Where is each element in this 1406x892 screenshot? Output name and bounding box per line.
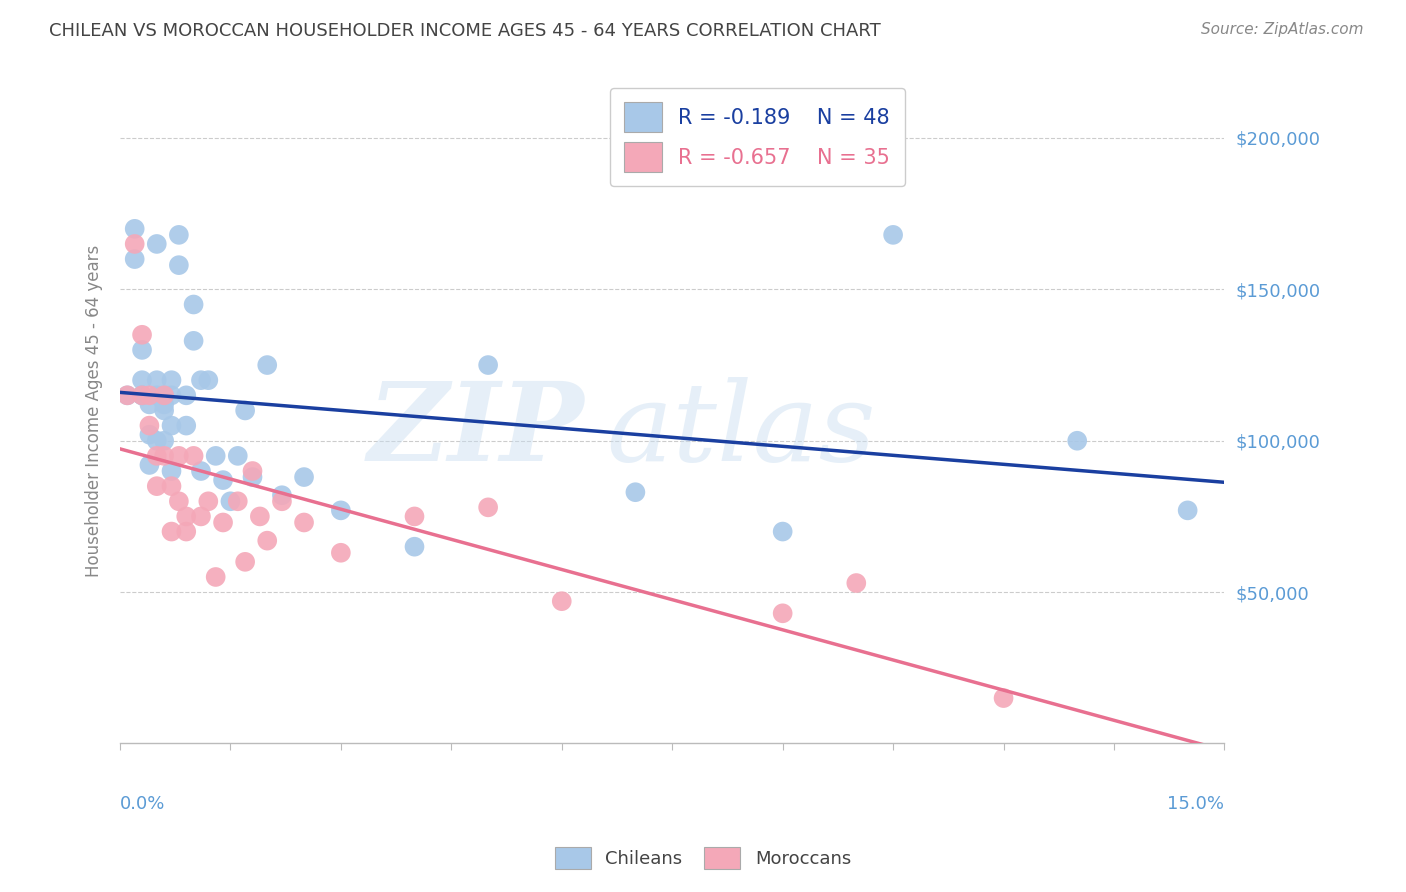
Point <box>233 555 256 569</box>
Point <box>271 488 294 502</box>
Text: 15.0%: 15.0% <box>1167 795 1225 813</box>
Point <box>174 418 197 433</box>
Point <box>138 388 160 402</box>
Point <box>124 222 146 236</box>
Point <box>153 388 176 402</box>
Point <box>249 509 271 524</box>
Point <box>174 388 197 402</box>
Legend: R = -0.189    N = 48, R = -0.657    N = 35: R = -0.189 N = 48, R = -0.657 N = 35 <box>610 87 905 186</box>
Text: 0.0%: 0.0% <box>120 795 166 813</box>
Point <box>772 524 794 539</box>
Point <box>242 470 264 484</box>
Point <box>167 494 190 508</box>
Point <box>131 343 153 357</box>
Legend: Chileans, Moroccans: Chileans, Moroccans <box>546 838 860 879</box>
Point <box>174 524 197 539</box>
Point <box>197 494 219 508</box>
Point <box>131 373 153 387</box>
Point <box>153 434 176 448</box>
Point <box>404 509 426 524</box>
Point <box>174 509 197 524</box>
Point <box>271 494 294 508</box>
Point <box>138 458 160 472</box>
Point <box>183 297 205 311</box>
Point <box>160 464 183 478</box>
Point <box>131 327 153 342</box>
Point <box>160 418 183 433</box>
Point <box>153 397 176 411</box>
Point <box>146 434 169 448</box>
Point <box>212 516 235 530</box>
Point <box>219 494 242 508</box>
Point <box>233 403 256 417</box>
Point <box>993 691 1015 706</box>
Text: atlas: atlas <box>606 376 876 484</box>
Point <box>146 449 169 463</box>
Point <box>146 373 169 387</box>
Point <box>242 464 264 478</box>
Point <box>124 252 146 266</box>
Point <box>329 546 352 560</box>
Point <box>845 576 868 591</box>
Point <box>190 509 212 524</box>
Point <box>256 533 278 548</box>
Point <box>204 449 226 463</box>
Point <box>167 258 190 272</box>
Point <box>226 494 249 508</box>
Y-axis label: Householder Income Ages 45 - 64 years: Householder Income Ages 45 - 64 years <box>86 244 103 576</box>
Point <box>183 449 205 463</box>
Point <box>160 373 183 387</box>
Point <box>256 358 278 372</box>
Point <box>131 388 153 402</box>
Point <box>138 397 160 411</box>
Point <box>292 516 315 530</box>
Point <box>146 479 169 493</box>
Point <box>183 334 205 348</box>
Point <box>117 388 139 402</box>
Point <box>404 540 426 554</box>
Point <box>190 373 212 387</box>
Point <box>292 470 315 484</box>
Point <box>167 449 190 463</box>
Point <box>160 388 183 402</box>
Point <box>882 227 904 242</box>
Point <box>477 500 499 515</box>
Point <box>117 388 139 402</box>
Point <box>146 388 169 402</box>
Point <box>624 485 647 500</box>
Point <box>131 388 153 402</box>
Point <box>772 607 794 621</box>
Point <box>329 503 352 517</box>
Point <box>131 388 153 402</box>
Point <box>153 449 176 463</box>
Point <box>204 570 226 584</box>
Point <box>138 418 160 433</box>
Point <box>160 479 183 493</box>
Point <box>167 227 190 242</box>
Point <box>1177 503 1199 517</box>
Point <box>190 464 212 478</box>
Point <box>212 473 235 487</box>
Text: Source: ZipAtlas.com: Source: ZipAtlas.com <box>1201 22 1364 37</box>
Point <box>226 449 249 463</box>
Point <box>124 236 146 251</box>
Text: CHILEAN VS MOROCCAN HOUSEHOLDER INCOME AGES 45 - 64 YEARS CORRELATION CHART: CHILEAN VS MOROCCAN HOUSEHOLDER INCOME A… <box>49 22 882 40</box>
Point <box>153 403 176 417</box>
Point <box>160 524 183 539</box>
Point <box>138 427 160 442</box>
Point <box>197 373 219 387</box>
Text: ZIP: ZIP <box>367 376 583 484</box>
Point <box>146 236 169 251</box>
Point <box>551 594 574 608</box>
Point <box>477 358 499 372</box>
Point <box>1066 434 1088 448</box>
Point <box>153 388 176 402</box>
